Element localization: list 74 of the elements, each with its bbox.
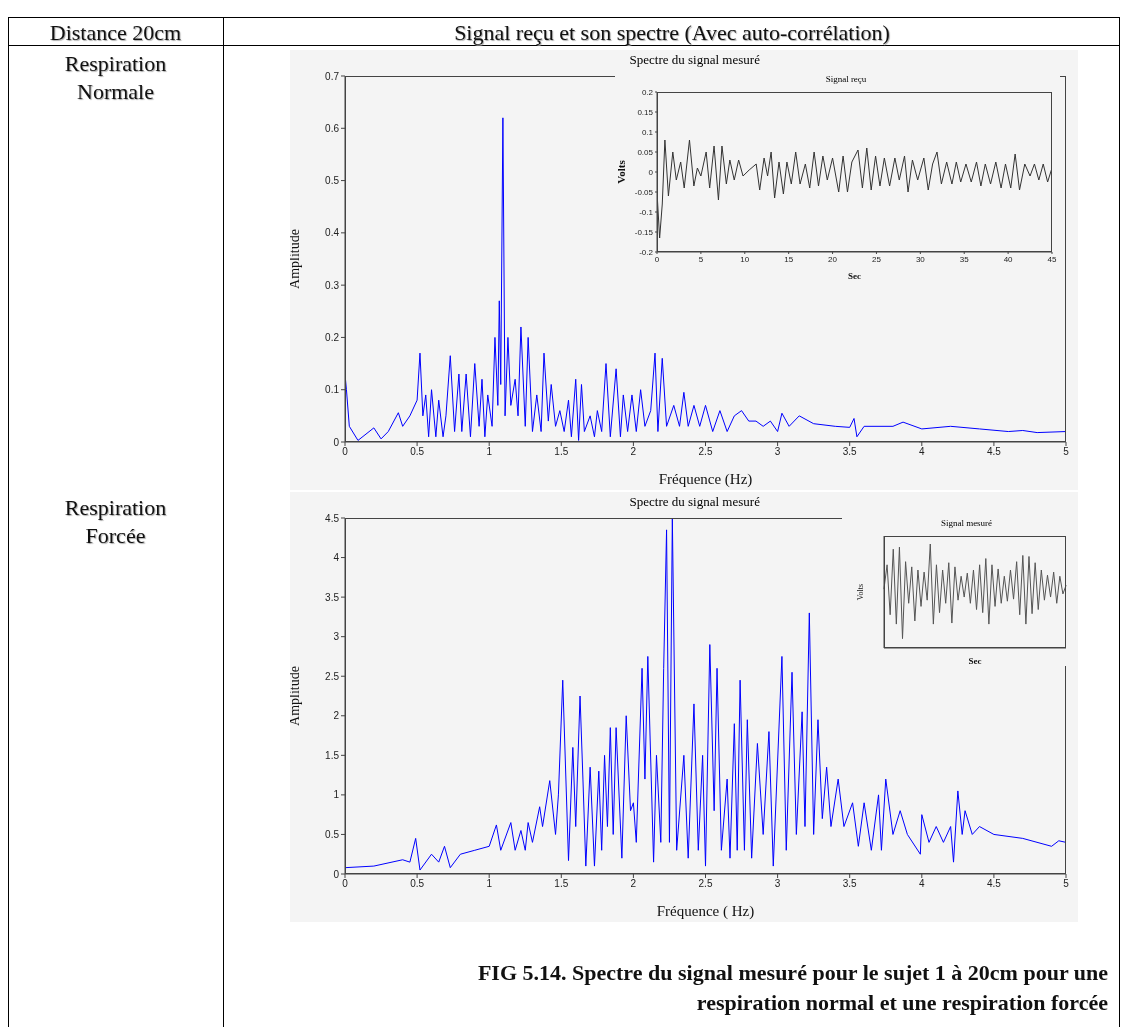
x-tick-label: 3 bbox=[774, 878, 781, 890]
x-tick-label: 40 bbox=[1003, 254, 1014, 264]
x-tick-label: 25 bbox=[871, 254, 882, 264]
x-tick-label: 0 bbox=[342, 446, 349, 458]
y-tick-label: 0.2 bbox=[641, 87, 654, 97]
x-tick-label: 15 bbox=[784, 254, 794, 264]
text: Signal reçu et son spectre (Avec auto-corrélation) bbox=[453, 20, 891, 46]
x-tick-label: 1.5 bbox=[554, 446, 569, 458]
text: Respiration Normale bbox=[63, 50, 168, 106]
y-tick-label: 1.5 bbox=[325, 749, 340, 761]
x-tick-label: 0.5 bbox=[410, 446, 425, 458]
y-tick-label: 3 bbox=[333, 631, 340, 643]
y-tick-label: 0.6 bbox=[325, 122, 340, 134]
y-tick-label: 0.5 bbox=[325, 175, 340, 187]
y-tick-label: 0.15 bbox=[637, 107, 654, 117]
x-tick-label: 3.5 bbox=[842, 446, 858, 458]
x-tick-label: 3 bbox=[774, 446, 781, 458]
y-tick-label: 2 bbox=[333, 710, 340, 722]
y-tick-label: 0.7 bbox=[325, 70, 340, 82]
y-tick-label: 0.3 bbox=[325, 279, 340, 291]
x-tick-label: 10 bbox=[740, 254, 750, 264]
x-tick-label: 1 bbox=[486, 446, 493, 458]
y-tick-label: 0.05 bbox=[637, 147, 654, 157]
text: Respiration Forcée bbox=[63, 494, 168, 550]
y-tick-label: 0 bbox=[333, 868, 340, 880]
y-tick-label: 0.5 bbox=[325, 828, 340, 840]
y-tick-label: 3.5 bbox=[325, 591, 340, 603]
x-tick-label: 30 bbox=[915, 254, 926, 264]
y-tick-label: 0.1 bbox=[641, 127, 654, 137]
y-tick-label: 0.1 bbox=[325, 384, 340, 396]
line-series bbox=[657, 139, 1052, 239]
y-tick-label: -0.2 bbox=[639, 247, 654, 257]
x-tick-label: 0 bbox=[342, 878, 349, 890]
x-tick-label: 0.5 bbox=[410, 878, 425, 890]
y-tick-label: 4 bbox=[333, 552, 340, 564]
y-axis-title: Amplitude bbox=[286, 229, 302, 289]
x-tick-label: 5 bbox=[698, 254, 704, 264]
y-tick-label: -0.1 bbox=[639, 207, 654, 217]
y-tick-label: 0.4 bbox=[325, 227, 340, 239]
x-tick-label: 4 bbox=[919, 878, 926, 890]
x-tick-label: 35 bbox=[959, 254, 970, 264]
x-axis-title: Fréquence (Hz) bbox=[658, 471, 753, 488]
chart-title: Spectre du signal mesuré bbox=[628, 493, 761, 511]
caption: FIG 5.14. Spectre du signal mesuré pour le sujet 1 à 20cm pour une respiration normal et une respiration forcée bbox=[476, 959, 1108, 1017]
chart-title: Signal mesuré bbox=[939, 517, 994, 530]
y-tick-label: 1 bbox=[333, 789, 340, 801]
y-tick-label: 0 bbox=[333, 436, 340, 448]
x-tick-label: 4.5 bbox=[986, 446, 1002, 458]
text: Distance 20cm bbox=[48, 20, 183, 46]
y-tick-label: 2.5 bbox=[325, 670, 340, 682]
y-axis-title: Volts bbox=[855, 583, 865, 601]
y-tick-label: 0.2 bbox=[325, 331, 340, 343]
x-tick-label: 45 bbox=[1047, 254, 1057, 264]
x-axis-title: Sec bbox=[848, 271, 861, 281]
x-tick-label: 5 bbox=[1063, 446, 1070, 458]
x-tick-label: 4.5 bbox=[986, 878, 1002, 890]
y-tick-label: 0 bbox=[648, 167, 654, 177]
chart-title: Spectre du signal mesuré bbox=[628, 51, 761, 69]
x-tick-label: 4 bbox=[919, 446, 926, 458]
x-tick-label: 2.5 bbox=[698, 446, 713, 458]
x-tick-label: 5 bbox=[1063, 878, 1070, 890]
y-tick-label: -0.05 bbox=[634, 187, 654, 197]
y-axis-title: Volts bbox=[614, 159, 627, 184]
x-tick-label: 1 bbox=[486, 878, 493, 890]
y-tick-label: -0.15 bbox=[634, 227, 654, 237]
x-tick-label: 20 bbox=[828, 254, 838, 264]
x-tick-label: 3.5 bbox=[842, 878, 858, 890]
chart-title: Signal reçu bbox=[824, 73, 868, 86]
x-axis-title: Sec bbox=[968, 656, 982, 666]
x-tick-label: 1.5 bbox=[554, 878, 569, 890]
y-tick-label: 4.5 bbox=[325, 512, 340, 524]
x-axis-title: Fréquence ( Hz) bbox=[656, 903, 755, 920]
x-tick-label: 2.5 bbox=[698, 878, 713, 890]
y-axis-title: Amplitude bbox=[286, 666, 302, 726]
